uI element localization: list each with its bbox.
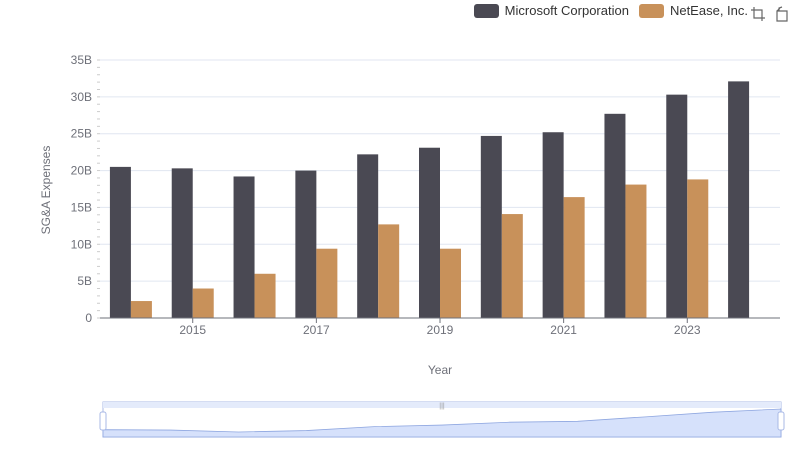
toolbox [750, 6, 790, 22]
zoom-grip-icon: ||| [439, 403, 445, 410]
axes: 0 5B 10B 15B 20B 25B 30B 35B 2015 2017 2019 2021 202… [71, 53, 780, 337]
bar-netease-2018 [378, 224, 400, 318]
bar-microsoft-2017 [295, 170, 317, 318]
x-axis-title: Year [428, 363, 452, 377]
bar-microsoft-2023 [666, 94, 688, 318]
y-tick-label: 30B [71, 90, 92, 104]
y-tick-label: 15B [71, 200, 92, 214]
x-tick-label: 2023 [674, 323, 701, 337]
bar-netease-2020 [501, 214, 523, 318]
bar-netease-2021 [563, 197, 585, 318]
x-tick-label: 2015 [179, 323, 206, 337]
y-tick-label: 20B [71, 164, 92, 178]
bar-netease-2017 [316, 248, 338, 318]
x-tick-label: 2021 [550, 323, 577, 337]
bars [109, 81, 750, 319]
bar-microsoft-2024 [728, 81, 750, 319]
x-tick-label: 2017 [303, 323, 330, 337]
bar-microsoft-2020 [480, 135, 502, 318]
bar-netease-2019 [440, 248, 461, 318]
y-tick-label: 35B [71, 53, 92, 67]
legend-label-netease: NetEase, Inc. [669, 3, 748, 18]
bar-microsoft-2018 [357, 154, 379, 318]
bar-microsoft-2015 [171, 168, 193, 318]
legend-item-netease[interactable]: NetEase, Inc. [638, 3, 748, 18]
legend-label-microsoft: Microsoft Corporation [504, 3, 629, 18]
bar-microsoft-2014 [109, 166, 131, 318]
bar-netease-2023 [687, 179, 709, 318]
bar-netease-2014 [130, 301, 152, 318]
x-tick-label: 2019 [427, 323, 454, 337]
legend-swatch-netease [638, 3, 664, 18]
restore-icon[interactable] [774, 6, 790, 22]
bar-microsoft-2019 [419, 147, 440, 318]
bar-netease-2015 [192, 288, 214, 318]
y-axis-title: SG&A Expenses [39, 146, 53, 235]
zoom-icon[interactable] [750, 6, 766, 22]
zoom-handle-right [777, 411, 785, 431]
legend-item-microsoft[interactable]: Microsoft Corporation [473, 3, 629, 18]
bar-microsoft-2022 [604, 113, 626, 318]
y-tick-label: 0 [85, 311, 92, 325]
legend-swatch-microsoft [473, 3, 499, 18]
y-tick-label: 25B [71, 127, 92, 141]
bar-microsoft-2016 [233, 176, 255, 318]
bar-netease-2016 [254, 273, 276, 318]
legend: Microsoft Corporation NetEase, Inc. [473, 3, 748, 18]
bar-microsoft-2021 [542, 132, 564, 318]
zoom-handle-left [99, 411, 107, 431]
data-zoom-slider[interactable]: ||| [99, 401, 785, 438]
zoom-top-bar [103, 402, 781, 408]
y-tick-label: 10B [71, 237, 92, 251]
bar-netease-2022 [625, 184, 647, 318]
y-tick-label: 5B [77, 274, 92, 288]
zoom-preview-area [102, 408, 782, 438]
